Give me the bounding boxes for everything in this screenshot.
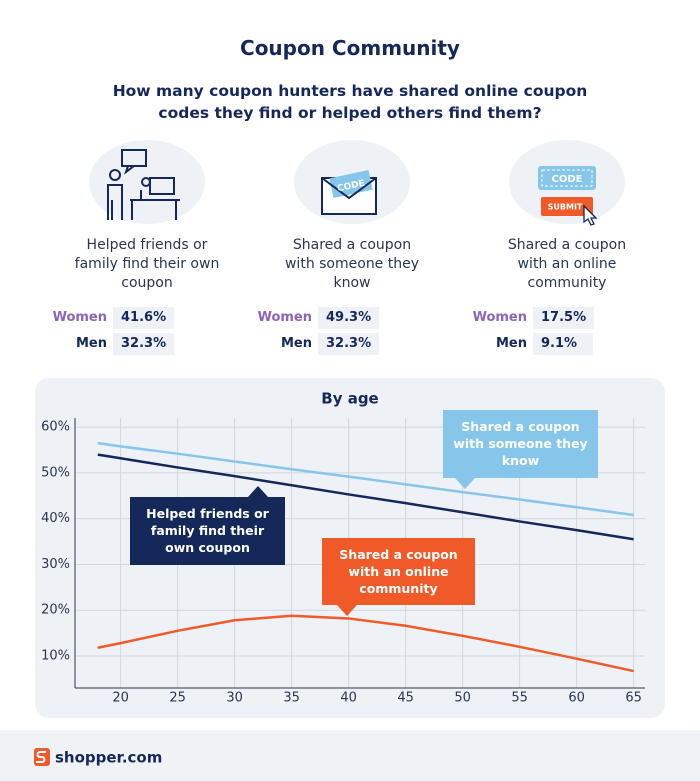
y-tick-label: 50% xyxy=(41,465,70,480)
stat-group: Men xyxy=(280,336,312,351)
logo-mark xyxy=(36,751,46,763)
x-tick-label: 50 xyxy=(454,691,471,706)
stat-row: Men 9.1% xyxy=(457,333,593,355)
stat-row: Women 17.5% xyxy=(457,307,595,329)
series-line xyxy=(97,614,634,673)
stat-group: Women xyxy=(52,310,107,325)
icon-helping xyxy=(107,149,180,220)
icon-text: CODE xyxy=(552,174,583,185)
callout-pointer xyxy=(248,486,268,497)
stat-value: 32.3% xyxy=(113,333,175,355)
x-tick-label: 60 xyxy=(568,691,585,706)
icon-envelope: CODE xyxy=(321,170,377,215)
x-tick-label: 55 xyxy=(511,691,528,706)
callout: Shared a coupon with someone they know xyxy=(443,410,598,478)
icon-text: SUBMIT xyxy=(548,203,583,212)
y-tick-label: 20% xyxy=(41,603,70,618)
series-line xyxy=(97,441,634,517)
x-tick-label: 65 xyxy=(625,691,642,706)
chart-title: By age xyxy=(321,390,378,408)
stat-value: 32.3% xyxy=(318,333,380,355)
y-tick-label: 30% xyxy=(41,557,70,572)
y-tick-label: 60% xyxy=(41,420,70,435)
subtitle: How many coupon hunters have shared onli… xyxy=(112,82,588,122)
stat-value: 9.1% xyxy=(533,333,593,355)
stat-group: Women xyxy=(257,310,312,325)
x-tick-label: 25 xyxy=(169,691,186,706)
stat-group: Men xyxy=(495,336,527,351)
callout-pointer xyxy=(455,478,475,489)
x-tick-label: 20 xyxy=(112,691,129,706)
stat-group: Women xyxy=(472,310,527,325)
stat-row: Women 41.6% xyxy=(37,307,175,329)
x-tick-label: 40 xyxy=(340,691,357,706)
stat-row: Men 32.3% xyxy=(242,333,380,355)
stat-value: 17.5% xyxy=(533,307,595,329)
stat-value: 41.6% xyxy=(113,307,175,329)
y-tick-label: 40% xyxy=(41,511,70,526)
callout: Helped friends or family find their own … xyxy=(130,497,285,565)
callout: Shared a coupon with an online community xyxy=(322,538,475,605)
x-tick-label: 30 xyxy=(226,691,243,706)
callout-pointer xyxy=(337,605,357,616)
title: Coupon Community xyxy=(240,36,460,60)
icon-code: CODE SUBMIT xyxy=(538,166,598,226)
stat-row: Women 49.3% xyxy=(242,307,380,329)
footer-band xyxy=(0,730,700,781)
y-tick-label: 10% xyxy=(41,648,70,663)
footer-text: shopper.com xyxy=(55,749,162,767)
stat-group: Men xyxy=(75,336,107,351)
x-tick-label: 45 xyxy=(397,691,414,706)
panel-label: Helped friends or family find their own … xyxy=(74,237,220,291)
panel-label: Shared a coupon with someone they know xyxy=(284,237,420,291)
series-line xyxy=(97,453,634,541)
x-tick-label: 35 xyxy=(283,691,300,706)
stat-value: 49.3% xyxy=(318,307,380,329)
panel-label: Shared a coupon with an online community xyxy=(507,237,627,291)
stat-row: Men 32.3% xyxy=(37,333,175,355)
